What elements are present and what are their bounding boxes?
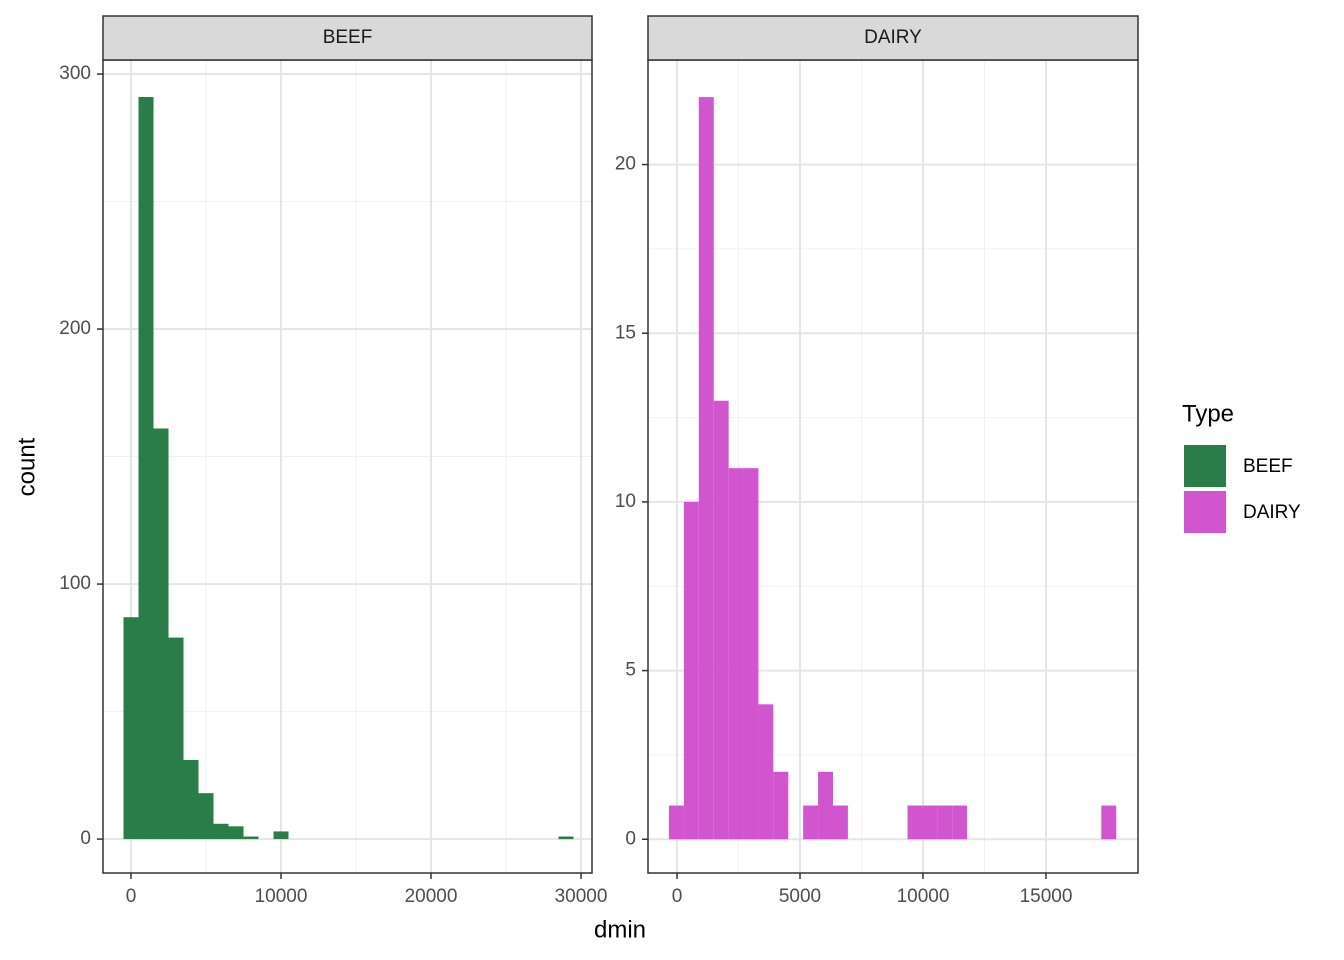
legend-title: Type bbox=[1182, 400, 1234, 427]
bar bbox=[183, 760, 199, 840]
legend-label: DAIRY bbox=[1243, 502, 1301, 523]
bar bbox=[213, 823, 229, 840]
facet-strip bbox=[647, 15, 1139, 61]
y-tick-label: 15 bbox=[615, 322, 636, 343]
bar bbox=[907, 805, 923, 840]
panel-background bbox=[103, 60, 592, 873]
bar bbox=[243, 836, 259, 840]
legend-key bbox=[1184, 491, 1226, 533]
bar bbox=[669, 805, 684, 840]
bar bbox=[683, 501, 699, 840]
x-tick-label: 20000 bbox=[405, 886, 458, 907]
y-tick-label: 20 bbox=[615, 154, 636, 175]
y-tick-label: 200 bbox=[59, 318, 91, 339]
x-axis-title: dmin bbox=[594, 916, 646, 943]
bar bbox=[558, 836, 574, 840]
facet-strip bbox=[102, 15, 593, 61]
bar bbox=[832, 805, 848, 840]
bar bbox=[803, 805, 819, 840]
bar bbox=[138, 96, 154, 840]
bar bbox=[952, 805, 968, 840]
y-tick-label: 5 bbox=[625, 660, 636, 681]
y-tick-label: 0 bbox=[80, 828, 91, 849]
bar bbox=[818, 771, 833, 840]
x-tick-label: 10000 bbox=[897, 886, 950, 907]
bar bbox=[123, 617, 139, 840]
bar bbox=[758, 704, 774, 840]
bar bbox=[698, 97, 714, 840]
x-tick-label: 0 bbox=[126, 886, 137, 907]
bar bbox=[773, 771, 789, 840]
x-tick-label: 30000 bbox=[555, 886, 608, 907]
bar bbox=[198, 793, 214, 840]
legend-label: BEEF bbox=[1243, 456, 1293, 477]
x-tick-label: 15000 bbox=[1020, 886, 1073, 907]
bar bbox=[728, 468, 744, 840]
bar bbox=[713, 400, 729, 840]
legend-key bbox=[1184, 445, 1226, 487]
bar bbox=[743, 468, 759, 840]
y-tick-label: 100 bbox=[59, 573, 91, 594]
facet-label: DAIRY bbox=[864, 27, 922, 48]
bar bbox=[937, 805, 953, 840]
facet-label: BEEF bbox=[323, 27, 373, 48]
bar bbox=[922, 805, 938, 840]
y-tick-label: 10 bbox=[615, 491, 636, 512]
bar bbox=[273, 831, 289, 840]
x-tick-label: 0 bbox=[672, 886, 683, 907]
bar bbox=[168, 637, 184, 840]
y-tick-label: 0 bbox=[625, 828, 636, 849]
y-tick-label: 300 bbox=[59, 63, 91, 84]
y-axis-title: count bbox=[13, 437, 40, 496]
bar bbox=[1101, 805, 1117, 840]
bar bbox=[153, 428, 169, 840]
x-tick-label: 5000 bbox=[779, 886, 821, 907]
x-tick-label: 10000 bbox=[255, 886, 308, 907]
bar bbox=[228, 826, 244, 840]
